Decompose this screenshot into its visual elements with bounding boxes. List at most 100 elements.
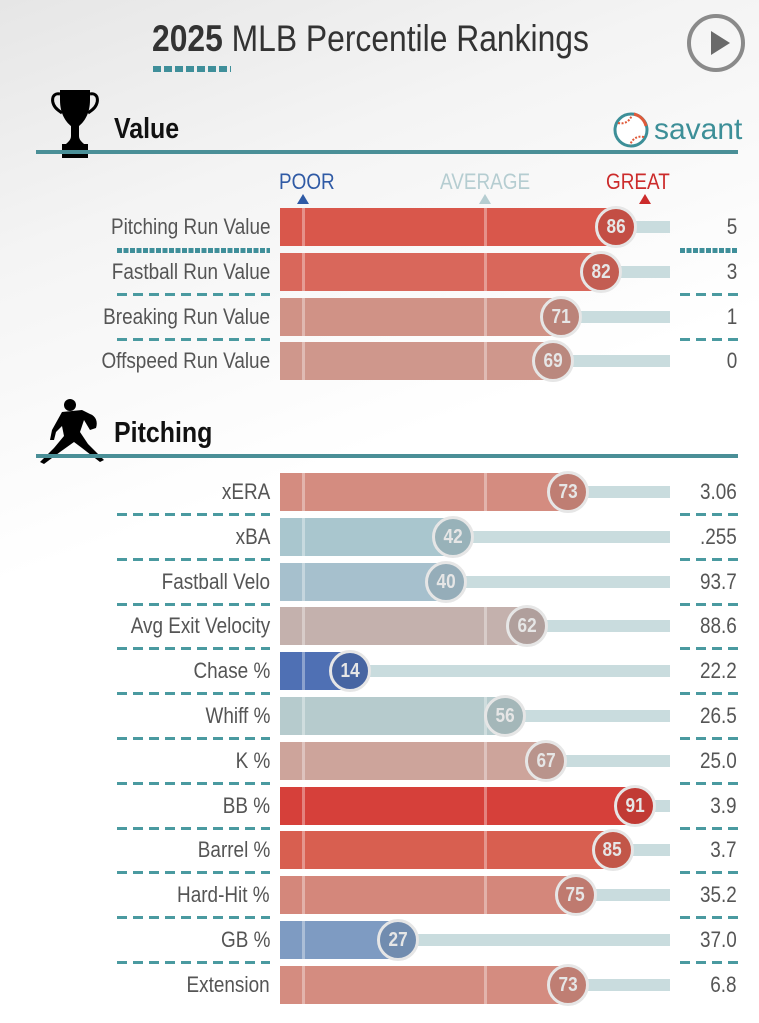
percentile-badge: 14 [328, 650, 371, 693]
percentile-badge: 86 [595, 206, 638, 248]
row-separator [680, 337, 738, 341]
poor-guide-line [302, 741, 305, 780]
baseball-icon [613, 112, 649, 148]
row-separator [680, 826, 738, 830]
row-separator [117, 337, 270, 341]
percentile-bar [280, 876, 576, 915]
percentile-bar [280, 517, 454, 556]
average-marker-icon [479, 194, 491, 204]
row-separator [117, 248, 270, 253]
metric-value: 25.0 [700, 747, 737, 773]
percentile-value: 67 [536, 749, 556, 772]
metric-value: 0 [726, 348, 737, 374]
row-separator [680, 692, 738, 696]
row-separator [680, 248, 738, 253]
percentile-bar [280, 965, 569, 1004]
section-title-pitching: Pitching [114, 417, 213, 449]
play-icon [711, 31, 730, 55]
scale-label-great: GREAT [606, 169, 670, 194]
title-underline [153, 66, 231, 72]
percentile-bar [280, 607, 528, 646]
metric-label: Whiff % [205, 703, 270, 728]
metric-label: xBA [235, 523, 270, 549]
metric-label: GB % [220, 927, 270, 952]
percentile-badge: 42 [432, 515, 475, 558]
metric-value: 6.8 [710, 971, 737, 997]
percentile-bar [280, 297, 561, 336]
percentile-badge: 85 [591, 829, 634, 872]
poor-guide-line [302, 297, 305, 336]
metric-label: Avg Exit Velocity [130, 613, 270, 639]
poor-guide-line [302, 473, 305, 511]
metric-label: Pitching Run Value [110, 214, 270, 239]
percentile-track [456, 575, 670, 588]
percentile-badge: 73 [547, 471, 590, 513]
percentile-badge: 82 [580, 250, 623, 293]
percentile-track [622, 844, 670, 857]
metric-value: 5 [726, 214, 737, 239]
metric-value: 93.7 [700, 568, 737, 594]
percentile-track [563, 355, 670, 368]
average-guide-line [484, 342, 487, 381]
percentile-badge: 27 [376, 919, 419, 961]
row-separator [117, 916, 270, 920]
poor-guide-line [302, 252, 305, 291]
metric-value: 3 [726, 258, 737, 284]
percentile-badge: 71 [539, 295, 582, 338]
row-separator [117, 557, 270, 561]
metric-label: K % [235, 747, 270, 773]
percentile-track [570, 310, 670, 323]
title-year: 2025 [152, 18, 223, 59]
savant-logo[interactable]: savant [612, 112, 742, 148]
percentile-track [407, 934, 670, 946]
metric-value: 88.6 [700, 613, 737, 639]
percentile-track [463, 530, 670, 543]
section-divider [36, 150, 738, 154]
poor-guide-line [302, 562, 305, 601]
poor-guide-line [302, 876, 305, 915]
section-divider [36, 454, 738, 458]
poor-guide-line [302, 342, 305, 381]
percentile-badge: 73 [547, 963, 590, 1006]
percentile-track [555, 754, 670, 767]
percentile-value: 82 [591, 260, 611, 283]
row-separator [680, 513, 738, 516]
metric-value: 37.0 [700, 927, 737, 952]
poor-guide-line [302, 921, 305, 959]
average-guide-line [484, 741, 487, 780]
poor-guide-line [302, 965, 305, 1004]
metric-value: 26.5 [700, 703, 737, 728]
row-separator [680, 737, 738, 740]
percentile-track [359, 665, 670, 678]
section-title-value: Value [114, 113, 180, 145]
percentile-value: 14 [340, 660, 360, 683]
metric-label: xERA [221, 479, 270, 504]
average-guide-line [484, 876, 487, 915]
row-separator [680, 871, 738, 875]
average-guide-line [484, 297, 487, 336]
row-separator [117, 692, 270, 696]
percentile-track [578, 486, 670, 498]
row-separator [117, 737, 270, 740]
percentile-value: 69 [543, 350, 563, 373]
metric-value: 22.2 [700, 658, 737, 684]
percentile-value: 56 [495, 705, 515, 727]
row-separator [117, 961, 270, 964]
percentile-track [585, 889, 670, 902]
percentile-value: 73 [558, 973, 578, 996]
metric-value: 3.9 [710, 792, 737, 818]
metric-label: Fastball Run Value [111, 258, 270, 284]
percentile-bar [280, 342, 554, 381]
percentile-badge: 75 [554, 874, 597, 917]
play-button[interactable] [687, 14, 745, 72]
percentile-badge: 40 [425, 560, 467, 603]
average-guide-line [484, 831, 487, 870]
poor-guide-line [302, 831, 305, 870]
row-separator [117, 871, 270, 875]
percentile-badge: 91 [613, 784, 656, 827]
poor-guide-line [302, 517, 305, 556]
row-separator [680, 602, 738, 606]
percentile-badge: 56 [484, 695, 527, 737]
scale-label-average: AVERAGE [440, 169, 531, 194]
percentile-bar [280, 208, 617, 246]
